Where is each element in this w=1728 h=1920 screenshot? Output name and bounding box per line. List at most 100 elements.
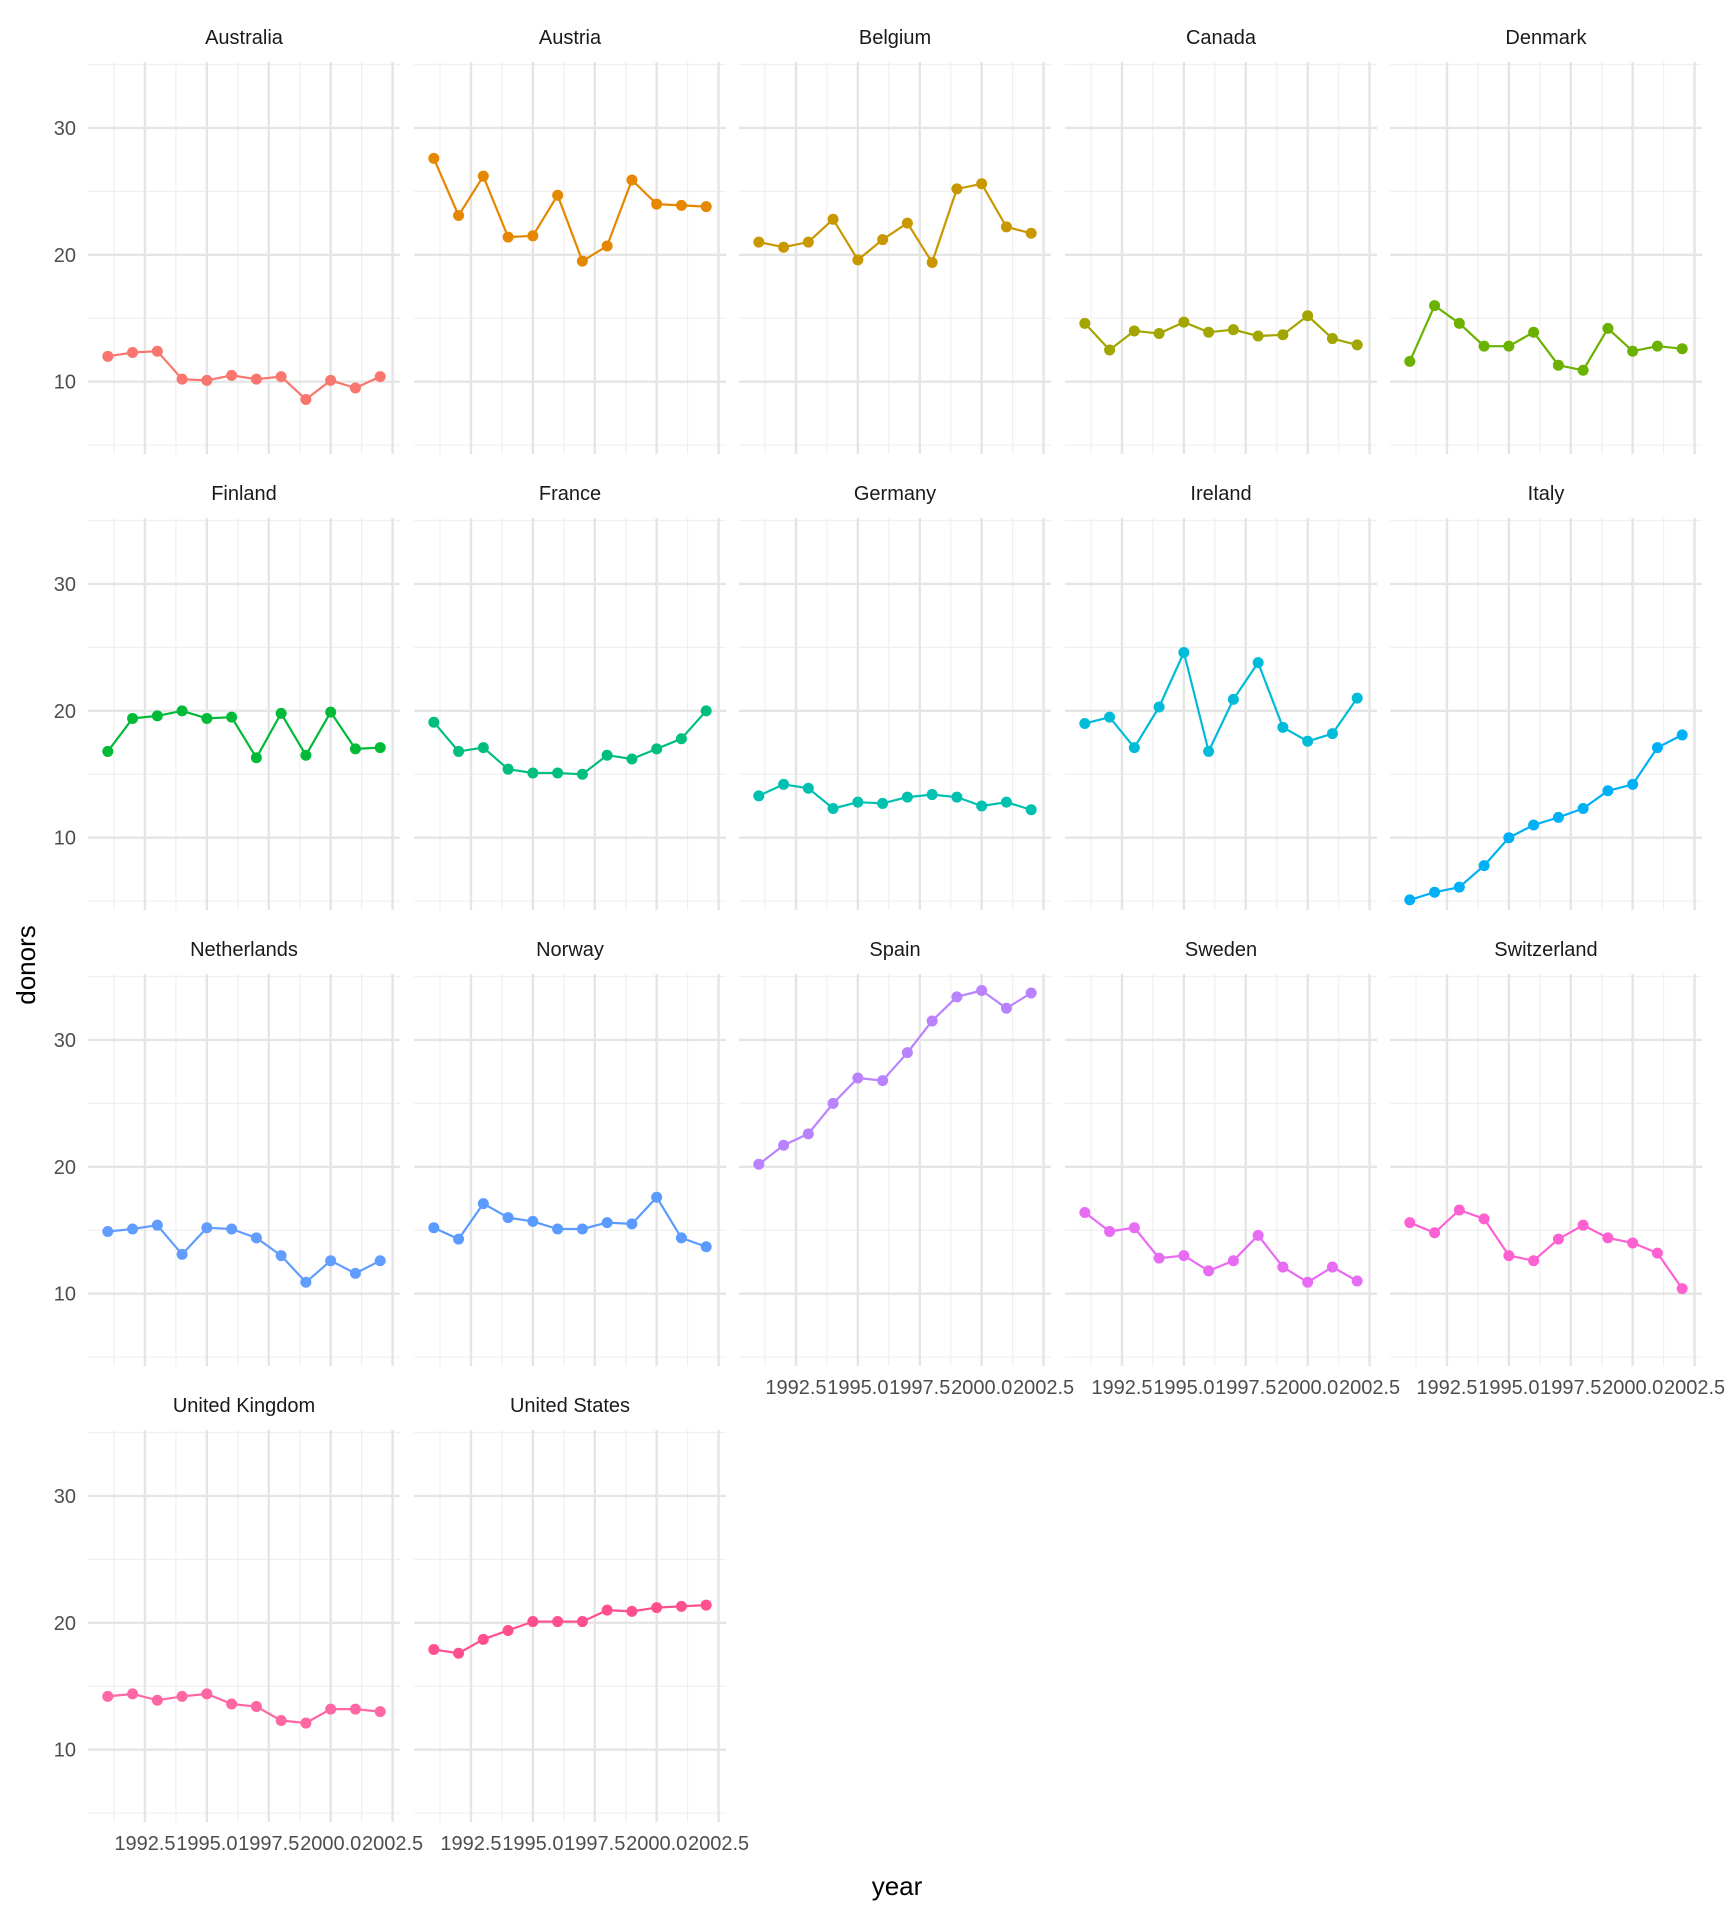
data-point bbox=[1277, 329, 1289, 341]
data-point bbox=[802, 1128, 814, 1140]
data-point bbox=[1627, 1237, 1639, 1249]
data-point bbox=[877, 234, 889, 246]
data-point bbox=[151, 1219, 163, 1231]
data-point bbox=[1676, 343, 1688, 355]
strip-title: Ireland bbox=[1190, 483, 1251, 505]
panel-switzerland: Switzerland 1992.5 1995.0 1997.5 2000.0 2002.… bbox=[1390, 939, 1725, 1399]
x-tick-label: 1997.5 bbox=[564, 1833, 625, 1855]
data-point bbox=[151, 710, 163, 722]
data-point bbox=[1528, 326, 1540, 338]
data-point bbox=[1000, 1002, 1012, 1014]
x-tick-label: 2002.5 bbox=[688, 1833, 749, 1855]
series-line bbox=[1409, 1208, 1684, 1290]
data-point bbox=[527, 767, 539, 779]
data-point bbox=[675, 733, 687, 745]
data-point bbox=[1528, 1255, 1540, 1267]
data-point bbox=[102, 350, 114, 362]
data-point bbox=[1326, 1261, 1338, 1273]
x-tick-label: 1997.5 bbox=[1215, 1377, 1276, 1399]
panel-finland: Finland 10 20 30 bbox=[54, 483, 400, 910]
data-point bbox=[300, 749, 312, 761]
x-tick-label: 1992.5 bbox=[1091, 1377, 1152, 1399]
y-tick-label: 20 bbox=[54, 1157, 76, 1179]
series-line bbox=[107, 1224, 381, 1284]
y-tick-label: 10 bbox=[54, 828, 76, 850]
x-tick-label: 1995.0 bbox=[176, 1833, 237, 1855]
panel-france: France bbox=[414, 483, 726, 910]
data-point bbox=[127, 1223, 139, 1235]
strip-title: Sweden bbox=[1185, 939, 1257, 961]
panel-austria: Austria bbox=[414, 27, 726, 454]
series-line bbox=[433, 1604, 707, 1655]
data-point bbox=[700, 201, 712, 213]
series-line bbox=[432, 710, 708, 776]
data-point bbox=[1025, 804, 1037, 816]
strip-title: Denmark bbox=[1505, 27, 1587, 49]
x-tick-label: 1992.5 bbox=[440, 1833, 501, 1855]
data-point bbox=[1153, 1252, 1165, 1264]
data-point bbox=[151, 1694, 163, 1706]
data-point bbox=[1178, 316, 1190, 328]
series-line bbox=[433, 1196, 707, 1248]
data-point bbox=[325, 1255, 337, 1267]
data-point bbox=[1128, 742, 1140, 754]
data-point bbox=[1602, 785, 1614, 797]
data-point bbox=[453, 1233, 465, 1245]
series-line bbox=[106, 709, 381, 759]
data-point bbox=[374, 1706, 386, 1718]
data-point bbox=[626, 1605, 638, 1617]
data-point bbox=[1404, 355, 1416, 367]
data-point bbox=[349, 1267, 361, 1279]
x-tick-label: 1995.0 bbox=[1153, 1377, 1214, 1399]
data-point bbox=[651, 743, 663, 755]
series-line bbox=[1084, 651, 1359, 753]
strip-title: Norway bbox=[536, 939, 604, 961]
data-point bbox=[502, 1624, 514, 1636]
panel-netherlands: Netherlands 10 20 30 bbox=[54, 939, 400, 1366]
data-point bbox=[428, 1643, 440, 1655]
data-point bbox=[1079, 1206, 1091, 1218]
data-point bbox=[778, 241, 790, 253]
data-point bbox=[976, 800, 988, 812]
y-tick-label: 20 bbox=[54, 1613, 76, 1635]
data-point bbox=[1577, 803, 1589, 815]
data-point bbox=[901, 1047, 913, 1059]
data-point bbox=[1453, 1204, 1465, 1216]
data-point bbox=[1277, 1261, 1289, 1273]
data-point bbox=[502, 231, 514, 243]
series-line bbox=[107, 1692, 381, 1725]
data-point bbox=[1153, 327, 1165, 339]
data-point bbox=[127, 347, 139, 359]
data-point bbox=[1104, 344, 1116, 356]
data-point bbox=[1252, 1229, 1264, 1241]
y-tick-label: 30 bbox=[54, 1030, 76, 1052]
data-point bbox=[102, 1226, 114, 1238]
data-point bbox=[976, 178, 988, 190]
data-point bbox=[102, 1690, 114, 1702]
x-tick-label: 2000.0 bbox=[951, 1377, 1012, 1399]
data-point bbox=[176, 705, 188, 717]
data-point bbox=[926, 789, 938, 801]
data-point bbox=[778, 1139, 790, 1151]
data-point bbox=[576, 768, 588, 780]
data-point bbox=[601, 1604, 613, 1616]
y-tick-label: 10 bbox=[54, 372, 76, 394]
data-point bbox=[1326, 333, 1338, 345]
y-tick-label: 20 bbox=[54, 245, 76, 267]
data-point bbox=[1104, 1226, 1116, 1238]
data-point bbox=[552, 767, 564, 779]
data-point bbox=[1000, 796, 1012, 808]
data-point bbox=[102, 745, 114, 757]
data-point bbox=[226, 1223, 238, 1235]
series-line bbox=[1409, 733, 1683, 901]
strip-title: Switzerland bbox=[1494, 939, 1597, 961]
data-point bbox=[753, 1158, 765, 1170]
data-point bbox=[852, 796, 864, 808]
data-point bbox=[374, 1255, 386, 1267]
data-point bbox=[552, 1223, 564, 1235]
data-point bbox=[1178, 646, 1190, 658]
data-point bbox=[127, 712, 139, 724]
data-point bbox=[951, 183, 963, 195]
